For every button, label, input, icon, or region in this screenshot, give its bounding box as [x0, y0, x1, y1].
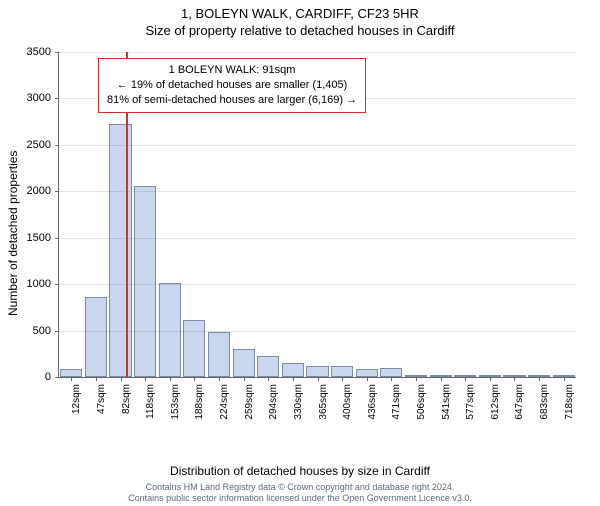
x-tick-label: 400sqm [342, 384, 353, 434]
x-tick-label: 118sqm [145, 384, 156, 434]
footer-line-1: Contains HM Land Registry data © Crown c… [0, 482, 600, 493]
bar [306, 366, 328, 377]
bar [380, 368, 402, 377]
y-tick-label: 1500 [11, 232, 51, 244]
y-tick-mark [55, 52, 59, 53]
y-tick-mark [55, 238, 59, 239]
y-tick-label: 3500 [11, 46, 51, 58]
x-tick-mark [96, 377, 97, 381]
gridline [59, 145, 576, 146]
x-tick-label: 259sqm [244, 384, 255, 434]
y-tick-mark [55, 284, 59, 285]
bar [85, 297, 107, 377]
y-tick-label: 2000 [11, 185, 51, 197]
x-tick-mark [416, 377, 417, 381]
x-tick-mark [490, 377, 491, 381]
x-tick-mark [145, 377, 146, 381]
x-tick-label: 683sqm [539, 384, 550, 434]
footer-line-2: Contains public sector information licen… [0, 493, 600, 504]
bar [233, 349, 255, 377]
x-tick-label: 506sqm [416, 384, 427, 434]
y-tick-label: 3000 [11, 92, 51, 104]
x-tick-mark [244, 377, 245, 381]
x-tick-mark [71, 377, 72, 381]
x-tick-label: 12sqm [71, 384, 82, 434]
x-tick-mark [121, 377, 122, 381]
info-line-3: 81% of semi-detached houses are larger (… [107, 93, 357, 108]
x-tick-label: 47sqm [96, 384, 107, 434]
x-tick-label: 718sqm [564, 384, 575, 434]
y-tick-mark [55, 98, 59, 99]
x-tick-mark [318, 377, 319, 381]
y-tick-mark [55, 145, 59, 146]
x-tick-label: 612sqm [490, 384, 501, 434]
x-tick-label: 577sqm [465, 384, 476, 434]
x-tick-label: 436sqm [367, 384, 378, 434]
footer-attribution: Contains HM Land Registry data © Crown c… [0, 482, 600, 505]
x-tick-mark [170, 377, 171, 381]
page-subtitle: Size of property relative to detached ho… [0, 23, 600, 38]
x-tick-mark [367, 377, 368, 381]
x-tick-mark [293, 377, 294, 381]
x-tick-label: 471sqm [391, 384, 402, 434]
bar [356, 369, 378, 377]
y-tick-mark [55, 331, 59, 332]
x-tick-mark [342, 377, 343, 381]
info-line-1: 1 BOLEYN WALK: 91sqm [107, 63, 357, 78]
bar [134, 186, 156, 377]
gridline [59, 331, 576, 332]
x-tick-label: 188sqm [194, 384, 205, 434]
bar [60, 369, 82, 377]
x-tick-mark [268, 377, 269, 381]
x-tick-mark [391, 377, 392, 381]
info-line-2: ← 19% of detached houses are smaller (1,… [107, 78, 357, 93]
bar [208, 332, 230, 377]
x-tick-label: 224sqm [219, 384, 230, 434]
gridline [59, 191, 576, 192]
bar [282, 363, 304, 377]
x-tick-mark [441, 377, 442, 381]
y-tick-label: 2500 [11, 139, 51, 151]
bar [183, 320, 205, 377]
x-tick-mark [514, 377, 515, 381]
x-tick-label: 647sqm [514, 384, 525, 434]
gridline [59, 52, 576, 53]
y-tick-mark [55, 191, 59, 192]
page-title: 1, BOLEYN WALK, CARDIFF, CF23 5HR [0, 6, 600, 21]
x-tick-mark [564, 377, 565, 381]
y-tick-mark [55, 377, 59, 378]
gridline [59, 238, 576, 239]
gridline [59, 284, 576, 285]
x-tick-label: 153sqm [170, 384, 181, 434]
x-tick-mark [219, 377, 220, 381]
x-tick-label: 365sqm [318, 384, 329, 434]
x-axis-label: Distribution of detached houses by size … [0, 464, 600, 478]
y-tick-label: 500 [11, 325, 51, 337]
x-tick-mark [539, 377, 540, 381]
x-tick-mark [194, 377, 195, 381]
x-tick-label: 294sqm [268, 384, 279, 434]
x-tick-label: 541sqm [441, 384, 452, 434]
x-tick-mark [465, 377, 466, 381]
y-tick-label: 1000 [11, 278, 51, 290]
bar [331, 366, 353, 377]
x-tick-label: 330sqm [293, 384, 304, 434]
bar [257, 356, 279, 377]
x-tick-label: 82sqm [121, 384, 132, 434]
y-tick-label: 0 [11, 371, 51, 383]
chart-area: 0500100015002000250030003500 12sqm47sqm8… [58, 52, 576, 420]
info-box: 1 BOLEYN WALK: 91sqm ← 19% of detached h… [98, 58, 366, 113]
